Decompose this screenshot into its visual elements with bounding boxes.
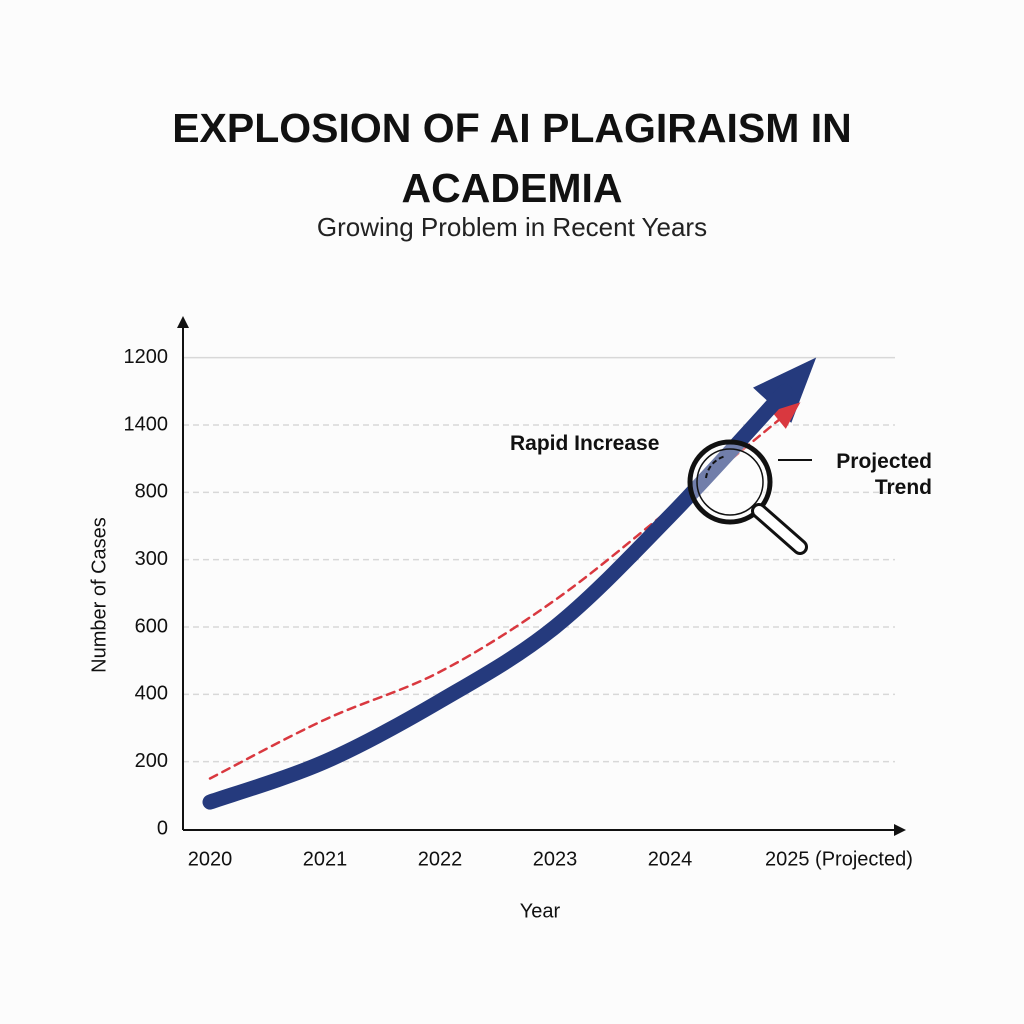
y-axis-arrow [177,316,189,328]
line [202,383,793,810]
y-axis-label: Number of Cases [88,517,110,673]
x-tick-label: 2024 [648,848,693,870]
y-tick-label: 300 [135,548,168,570]
x-tick-label: 2020 [188,848,233,870]
series-label: Projected Trend [836,450,932,499]
y-tick-label: 1400 [124,413,169,435]
x-axis-arrow [894,824,906,836]
y-tick-label: 0 [157,817,168,839]
y-tick-label: 1200 [124,346,169,368]
y-tick-label: 200 [135,750,168,772]
chart-title: EXPLOSION OF AI PLAGIRAISM IN ACADEMIA [172,105,852,211]
series-label: Rapid Increase [510,432,660,455]
y-tick-label: 800 [135,481,168,503]
x-tick-label: 2022 [418,848,463,870]
arrowhead [771,402,801,429]
x-axis-label: Year [520,900,561,922]
x-tick-label: 2025 (Projected) [765,848,913,870]
x-tick-label: 2021 [303,848,348,870]
chart-subtitle: Growing Problem in Recent Years [316,212,708,242]
magnifier [687,439,812,555]
x-tick-label: 2023 [533,848,578,870]
y-tick-label: 600 [135,615,168,637]
y-tick-label: 400 [135,683,168,705]
